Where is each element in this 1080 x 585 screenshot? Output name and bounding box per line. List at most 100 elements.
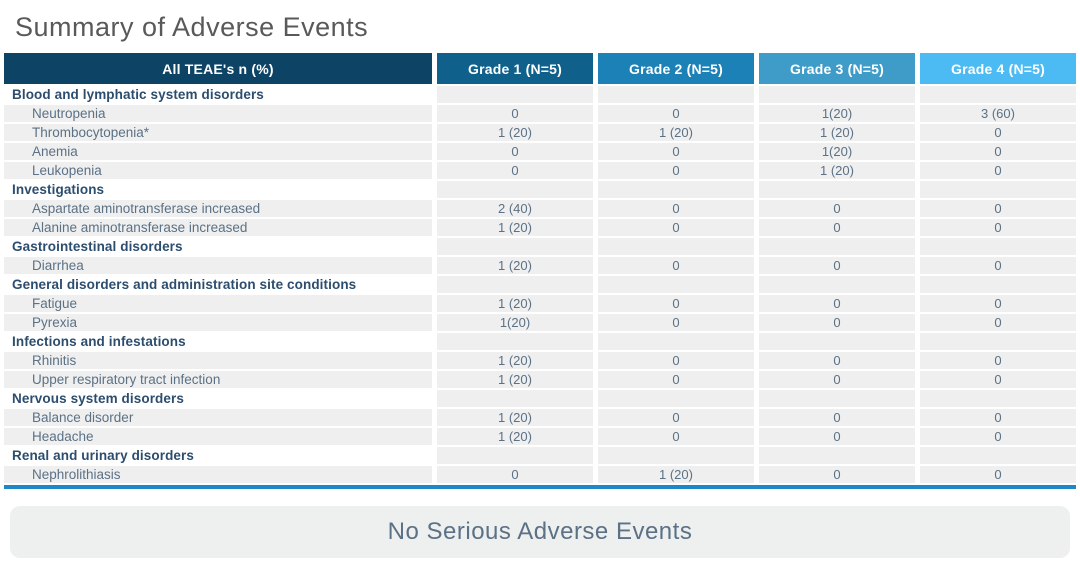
value-cell: 0 [920,371,1076,388]
value-cell: 0 [437,143,593,160]
event-label: Rhinitis [4,352,432,369]
value-cell [437,181,593,198]
value-cell: 0 [920,124,1076,141]
category-row: Gastrointestinal disorders [4,238,1076,255]
value-cell: 0 [920,162,1076,179]
value-cell [759,238,915,255]
value-cell [598,181,754,198]
value-cell [598,333,754,350]
table-row: Nephrolithiasis 0 1 (20) 0 0 [4,466,1076,483]
category-label: Gastrointestinal disorders [4,238,432,255]
value-cell: 1 (20) [437,428,593,445]
table-row: Rhinitis 1 (20) 0 0 0 [4,352,1076,369]
event-label: Fatigue [4,295,432,312]
column-header-grade-4: Grade 4 (N=5) [920,53,1076,84]
value-cell [920,447,1076,464]
value-cell: 1 (20) [437,295,593,312]
category-row: Blood and lymphatic system disorders [4,86,1076,103]
value-cell: 0 [598,295,754,312]
event-label: Pyrexia [4,314,432,331]
value-cell [759,86,915,103]
value-cell [437,447,593,464]
event-label: Upper respiratory tract infection [4,371,432,388]
value-cell [759,447,915,464]
event-label: Alanine aminotransferase increased [4,219,432,236]
table-header-row: All TEAE's n (%) Grade 1 (N=5) Grade 2 (… [4,53,1076,84]
value-cell: 0 [598,162,754,179]
value-cell [598,390,754,407]
value-cell [920,181,1076,198]
value-cell: 1 (20) [598,124,754,141]
value-cell: 0 [920,143,1076,160]
value-cell [920,238,1076,255]
table-row: Neutropenia 0 0 1(20) 3 (60) [4,105,1076,122]
table-row: Upper respiratory tract infection 1 (20) 0… [4,371,1076,388]
category-row: Nervous system disorders [4,390,1076,407]
value-cell [437,238,593,255]
value-cell [437,333,593,350]
value-cell: 0 [920,219,1076,236]
event-label: Aspartate aminotransferase increased [4,200,432,217]
category-row: Renal and urinary disorders [4,447,1076,464]
category-label: Infections and infestations [4,333,432,350]
table-row: Diarrhea 1 (20) 0 0 0 [4,257,1076,274]
value-cell [759,276,915,293]
value-cell: 1 (20) [759,162,915,179]
value-cell: 1 (20) [437,219,593,236]
value-cell [598,447,754,464]
table-row: Balance disorder 1 (20) 0 0 0 [4,409,1076,426]
value-cell: 0 [920,200,1076,217]
table-row: Alanine aminotransferase increased 1 (20)… [4,219,1076,236]
column-header-grade-2: Grade 2 (N=5) [598,53,754,84]
value-cell: 0 [759,409,915,426]
value-cell: 1(20) [759,105,915,122]
table-row: Anemia 0 0 1(20) 0 [4,143,1076,160]
value-cell [437,86,593,103]
value-cell [598,86,754,103]
value-cell: 1 (20) [437,257,593,274]
value-cell: 0 [437,162,593,179]
value-cell [920,333,1076,350]
value-cell: 0 [598,352,754,369]
value-cell: 1 (20) [759,124,915,141]
event-label: Thrombocytopenia* [4,124,432,141]
category-label: Investigations [4,181,432,198]
event-label: Headache [4,428,432,445]
value-cell [437,390,593,407]
category-row: Investigations [4,181,1076,198]
category-row: General disorders and administration sit… [4,276,1076,293]
value-cell: 0 [759,314,915,331]
event-label: Diarrhea [4,257,432,274]
value-cell: 0 [920,257,1076,274]
value-cell: 3 (60) [920,105,1076,122]
value-cell [598,276,754,293]
value-cell [920,390,1076,407]
value-cell [920,86,1076,103]
event-label: Leukopenia [4,162,432,179]
value-cell: 0 [598,371,754,388]
value-cell: 1 (20) [437,124,593,141]
table-row: Leukopenia 0 0 1 (20) 0 [4,162,1076,179]
value-cell: 0 [920,428,1076,445]
value-cell: 1 (20) [437,352,593,369]
value-cell [598,238,754,255]
value-cell [437,276,593,293]
table-body: Blood and lymphatic system disorders Neut… [4,86,1076,483]
table-row: Pyrexia 1(20) 0 0 0 [4,314,1076,331]
banner-text: No Serious Adverse Events [387,518,693,545]
table-row: Headache 1 (20) 0 0 0 [4,428,1076,445]
table-row: Thrombocytopenia* 1 (20) 1 (20) 1 (20) 0 [4,124,1076,141]
category-label: Renal and urinary disorders [4,447,432,464]
value-cell: 0 [598,314,754,331]
value-cell: 0 [598,219,754,236]
page-title: Summary of Adverse Events [15,12,369,42]
value-cell: 1(20) [437,314,593,331]
value-cell: 0 [759,257,915,274]
column-header-grade-3: Grade 3 (N=5) [759,53,915,84]
value-cell: 0 [598,409,754,426]
value-cell: 0 [598,105,754,122]
value-cell: 0 [598,257,754,274]
value-cell: 0 [759,200,915,217]
value-cell: 1(20) [759,143,915,160]
value-cell: 0 [759,466,915,483]
